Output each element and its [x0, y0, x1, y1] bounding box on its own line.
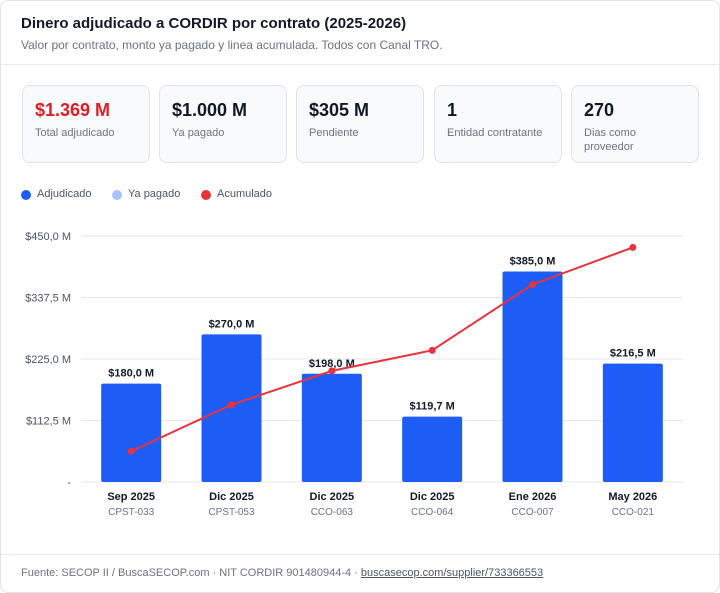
cumulative-point [127, 447, 135, 455]
bar-adjudicado [602, 363, 663, 482]
cumulative-point [428, 346, 436, 354]
y-tick-label: - [67, 477, 71, 489]
kpi-label: Entidad contratante [447, 127, 543, 139]
legend-label: Ya pagado [128, 188, 181, 200]
bar-value-label: $198,0 M [309, 358, 355, 370]
legend-label: Acumulado [217, 188, 273, 200]
x-tick-label: May 2026 [608, 491, 657, 503]
bar-adjudicado [402, 416, 463, 482]
bar-value-label: $385,0 M [510, 256, 556, 268]
chart-subtitle: Valor por contrato, monto ya pagado y li… [21, 38, 443, 52]
cumulative-line [130, 246, 634, 453]
card-header: Dinero adjudicado a CORDIR por contrato … [1, 1, 719, 65]
kpi-total-adjudicado: $1.369 M Total adjudicado [22, 85, 150, 163]
kpi-value: 1 [447, 100, 458, 120]
x-tick-sublabel: CCO-021 [612, 507, 655, 518]
bar-value-label: $270,0 M [209, 318, 255, 330]
y-tick-label: $450,0 M [25, 231, 71, 243]
legend-swatch-ya-pagado [112, 190, 122, 200]
bar-value-label: $119,7 M [410, 401, 455, 413]
kpi-value: 270 [584, 100, 615, 120]
x-tick-sublabel: CCO-063 [311, 507, 354, 518]
cumulative-point [228, 401, 235, 409]
kpi-dias-proveedor: 270 Dias como proveedor [571, 85, 699, 163]
cumulative-point [629, 243, 637, 251]
x-tick-label: Dic 2025 [310, 491, 355, 503]
bar-adjudicado [502, 271, 563, 482]
bar-value-label: $180,0 M [108, 368, 154, 380]
kpi-label: Dias como proveedor [584, 127, 636, 153]
kpi-entidad-contratante: 1 Entidad contratante [434, 85, 562, 163]
x-tick-label: Dic 2025 [209, 491, 254, 503]
kpi-ya-pagado: $1.000 M Ya pagado [159, 85, 287, 163]
bar-adjudicado [101, 383, 162, 482]
card-footer: Fuente: SECOP II / BuscaSECOP.com · NIT … [1, 554, 719, 592]
footer-source: Fuente: SECOP II / BuscaSECOP.com · NIT … [21, 567, 543, 579]
supplier-link[interactable]: buscasecop.com/supplier/733366553 [360, 567, 544, 579]
cumulative-point [328, 367, 336, 375]
kpi-label: Total adjudicado [35, 127, 115, 139]
x-tick-sublabel: CPST-053 [208, 507, 255, 518]
kpi-value: $305 M [309, 100, 370, 120]
kpi-label: Ya pagado [172, 127, 225, 139]
x-tick-label: Dic 2025 [410, 491, 455, 503]
cumulative-point [529, 280, 536, 288]
footer-source-text: Fuente: SECOP II / BuscaSECOP.com · NIT … [21, 567, 361, 579]
chart-title: Dinero adjudicado a CORDIR por contrato … [21, 15, 407, 32]
x-tick-sublabel: CCO-064 [411, 507, 454, 518]
bar-line-chart: - $112,5 M $225,0 M $337,5 M $450,0 M $180,0 … [25, 231, 683, 518]
x-tick-label: Ene 2026 [509, 491, 557, 503]
y-tick-label: $225,0 M [25, 354, 71, 366]
kpi-label: Pendiente [309, 127, 359, 139]
kpi-pendiente: $305 M Pendiente [296, 85, 424, 163]
x-tick-label: Sep 2025 [107, 491, 155, 503]
y-tick-label: $337,5 M [25, 293, 71, 305]
kpi-value: $1.369 M [35, 100, 111, 120]
x-tick-sublabel: CCO-007 [511, 507, 554, 518]
kpi-value: $1.000 M [172, 100, 248, 120]
legend-label: Adjudicado [37, 188, 92, 200]
y-tick-label: $112,5 M [26, 416, 71, 428]
legend-swatch-adjudicado [21, 190, 31, 200]
legend-swatch-acumulado [201, 190, 211, 200]
bar-adjudicado [301, 373, 362, 482]
bar-value-label: $216,5 M [610, 348, 656, 360]
x-tick-sublabel: CPST-033 [108, 507, 155, 518]
